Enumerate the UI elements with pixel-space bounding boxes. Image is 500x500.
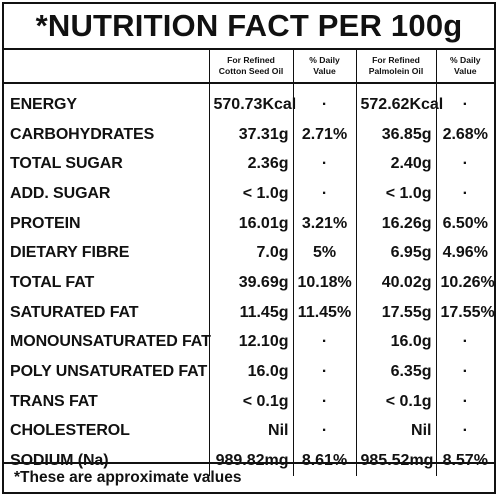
table-row: ENERGY 570.73Kcal · 572.62Kcal · bbox=[4, 83, 494, 120]
palm-value: 40.02g bbox=[355, 268, 436, 298]
palm-value: 6.35g bbox=[355, 357, 436, 387]
table-row: ADD. SUGAR < 1.0g · < 1.0g · bbox=[4, 179, 494, 209]
palm-value: 36.85g bbox=[355, 119, 436, 150]
header-cotton-seed-oil: For Refined Cotton Seed Oil bbox=[208, 50, 293, 84]
cotton-value: 989.82mg bbox=[208, 446, 293, 476]
palm-value: 572.62Kcal bbox=[355, 83, 443, 120]
table-row: POLY UNSATURATED FAT 16.0g · 6.35g · bbox=[4, 357, 494, 387]
nutrient-name: MONOUNSATURATED FAT bbox=[10, 333, 211, 351]
palm-daily-value: 2.68% bbox=[435, 119, 494, 150]
nutrient-name: TOTAL SUGAR bbox=[10, 155, 123, 173]
table-row: SATURATED FAT 11.45g 11.45% 17.55g 17.55… bbox=[4, 297, 495, 328]
header-palm-line2: Palmolein Oil bbox=[368, 66, 424, 76]
nutrition-title: *NUTRITION FACT PER 100g bbox=[4, 4, 494, 50]
table-row: SODIUM (Na) 989.82mg 8.61% 985.52mg 8.57… bbox=[4, 446, 494, 476]
palm-daily-value: 4.96% bbox=[435, 238, 494, 269]
cotton-value: 16.0g bbox=[208, 357, 293, 387]
palm-daily-value: 6.50% bbox=[435, 208, 494, 239]
cotton-daily-value: 11.45% bbox=[292, 297, 356, 328]
cotton-daily-value: 2.71% bbox=[292, 119, 356, 150]
table-row: TOTAL SUGAR 2.36g · 2.40g · bbox=[4, 149, 494, 180]
table-row: TOTAL FAT 39.69g 10.18% 40.02g 10.26% bbox=[4, 268, 495, 298]
table-row: TRANS FAT < 0.1g · < 0.1g · bbox=[4, 386, 494, 417]
header-daily-value-1: % Daily Value bbox=[292, 50, 356, 84]
palm-value: 17.55g bbox=[355, 297, 436, 328]
cotton-value: 12.10g bbox=[208, 327, 293, 358]
nutrition-table: For Refined Cotton Seed Oil % Daily Valu… bbox=[4, 50, 495, 476]
table-row: PROTEIN 16.01g 3.21% 16.26g 6.50% bbox=[4, 208, 494, 239]
cotton-daily-value: · bbox=[292, 416, 356, 447]
cotton-value: 7.0g bbox=[208, 238, 293, 269]
palm-value: 16.0g bbox=[355, 327, 436, 358]
palm-daily-value: · bbox=[435, 179, 494, 209]
nutrient-name: ENERGY bbox=[10, 95, 77, 113]
header-dv2-line2: Value bbox=[454, 66, 477, 76]
palm-value: 2.40g bbox=[355, 149, 436, 180]
cotton-daily-value: 3.21% bbox=[292, 208, 356, 239]
cotton-value: 2.36g bbox=[208, 149, 293, 180]
palm-daily-value: · bbox=[435, 327, 494, 358]
header-palm-line1: For Refined bbox=[372, 55, 420, 65]
nutrient-name: CARBOHYDRATES bbox=[10, 125, 155, 143]
nutrient-name: TOTAL FAT bbox=[10, 273, 95, 291]
cotton-daily-value: · bbox=[292, 149, 356, 180]
palm-value: 985.52mg bbox=[355, 446, 436, 476]
cotton-value: 11.45g bbox=[208, 297, 293, 328]
palm-value: 6.95g bbox=[355, 238, 436, 269]
nutrient-name: SODIUM (Na) bbox=[10, 452, 109, 470]
nutrient-name: POLY UNSATURATED FAT bbox=[10, 363, 208, 381]
palm-daily-value: 8.57% bbox=[435, 446, 494, 476]
cotton-daily-value: · bbox=[292, 327, 356, 358]
table-row: DIETARY FIBRE 7.0g 5% 6.95g 4.96% bbox=[4, 238, 494, 269]
palm-daily-value: · bbox=[435, 386, 494, 417]
nutrient-name: ADD. SUGAR bbox=[10, 184, 111, 202]
palm-daily-value: 17.55% bbox=[435, 297, 495, 328]
header-dv2-line1: % Daily bbox=[449, 55, 481, 65]
cotton-value: < 1.0g bbox=[208, 179, 293, 209]
nutrient-name: CHOLESTEROL bbox=[10, 422, 130, 440]
cotton-daily-value: 8.61% bbox=[292, 446, 356, 476]
header-dv1-line2: Value bbox=[313, 66, 336, 76]
palm-daily-value: · bbox=[435, 357, 494, 387]
table-row: CHOLESTEROL Nil · Nil · bbox=[4, 416, 494, 447]
table-body: ENERGY 570.73Kcal · 572.62Kcal · CARBOHY… bbox=[4, 83, 495, 476]
cotton-value: 39.69g bbox=[208, 268, 293, 298]
palm-daily-value: 10.26% bbox=[435, 268, 495, 298]
palm-value: 16.26g bbox=[355, 208, 436, 239]
nutrient-name: PROTEIN bbox=[10, 214, 81, 232]
table-row: CARBOHYDRATES 37.31g 2.71% 36.85g 2.68% bbox=[4, 119, 494, 150]
nutrient-name: SATURATED FAT bbox=[10, 303, 139, 321]
palm-daily-value: · bbox=[435, 149, 494, 180]
header-nutrient bbox=[4, 50, 209, 84]
header-palmolein-oil: For Refined Palmolein Oil bbox=[355, 50, 436, 84]
cotton-value: 16.01g bbox=[208, 208, 293, 239]
cotton-value: Nil bbox=[208, 416, 293, 447]
nutrient-name: TRANS FAT bbox=[10, 392, 98, 410]
header-dv1-line1: % Daily bbox=[309, 55, 340, 65]
palm-value: < 1.0g bbox=[355, 179, 436, 209]
palm-value: < 0.1g bbox=[355, 386, 436, 417]
header-cotton-line1: For Refined bbox=[227, 55, 275, 65]
table-row: MONOUNSATURATED FAT 12.10g · 16.0g · bbox=[4, 327, 494, 358]
approximate-values-note: *These are approximate values bbox=[4, 462, 494, 492]
nutrient-name: DIETARY FIBRE bbox=[10, 244, 130, 262]
header-daily-value-2: % Daily Value bbox=[435, 50, 494, 84]
palm-value: Nil bbox=[355, 416, 436, 447]
cotton-daily-value: 10.18% bbox=[292, 268, 356, 298]
cotton-daily-value: · bbox=[292, 357, 356, 387]
cotton-daily-value: · bbox=[292, 179, 356, 209]
nutrition-facts-panel: *NUTRITION FACT PER 100g For Refined Cot… bbox=[2, 2, 496, 494]
cotton-daily-value: · bbox=[292, 386, 356, 417]
cotton-value: 570.73Kcal bbox=[208, 83, 296, 120]
cotton-daily-value: 5% bbox=[292, 238, 356, 269]
palm-daily-value: · bbox=[435, 83, 494, 120]
cotton-value: < 0.1g bbox=[208, 386, 293, 417]
cotton-daily-value: · bbox=[292, 83, 356, 120]
table-header-row: For Refined Cotton Seed Oil % Daily Valu… bbox=[4, 50, 494, 84]
header-cotton-line2: Cotton Seed Oil bbox=[218, 66, 284, 76]
cotton-value: 37.31g bbox=[208, 119, 293, 150]
palm-daily-value: · bbox=[435, 416, 494, 447]
